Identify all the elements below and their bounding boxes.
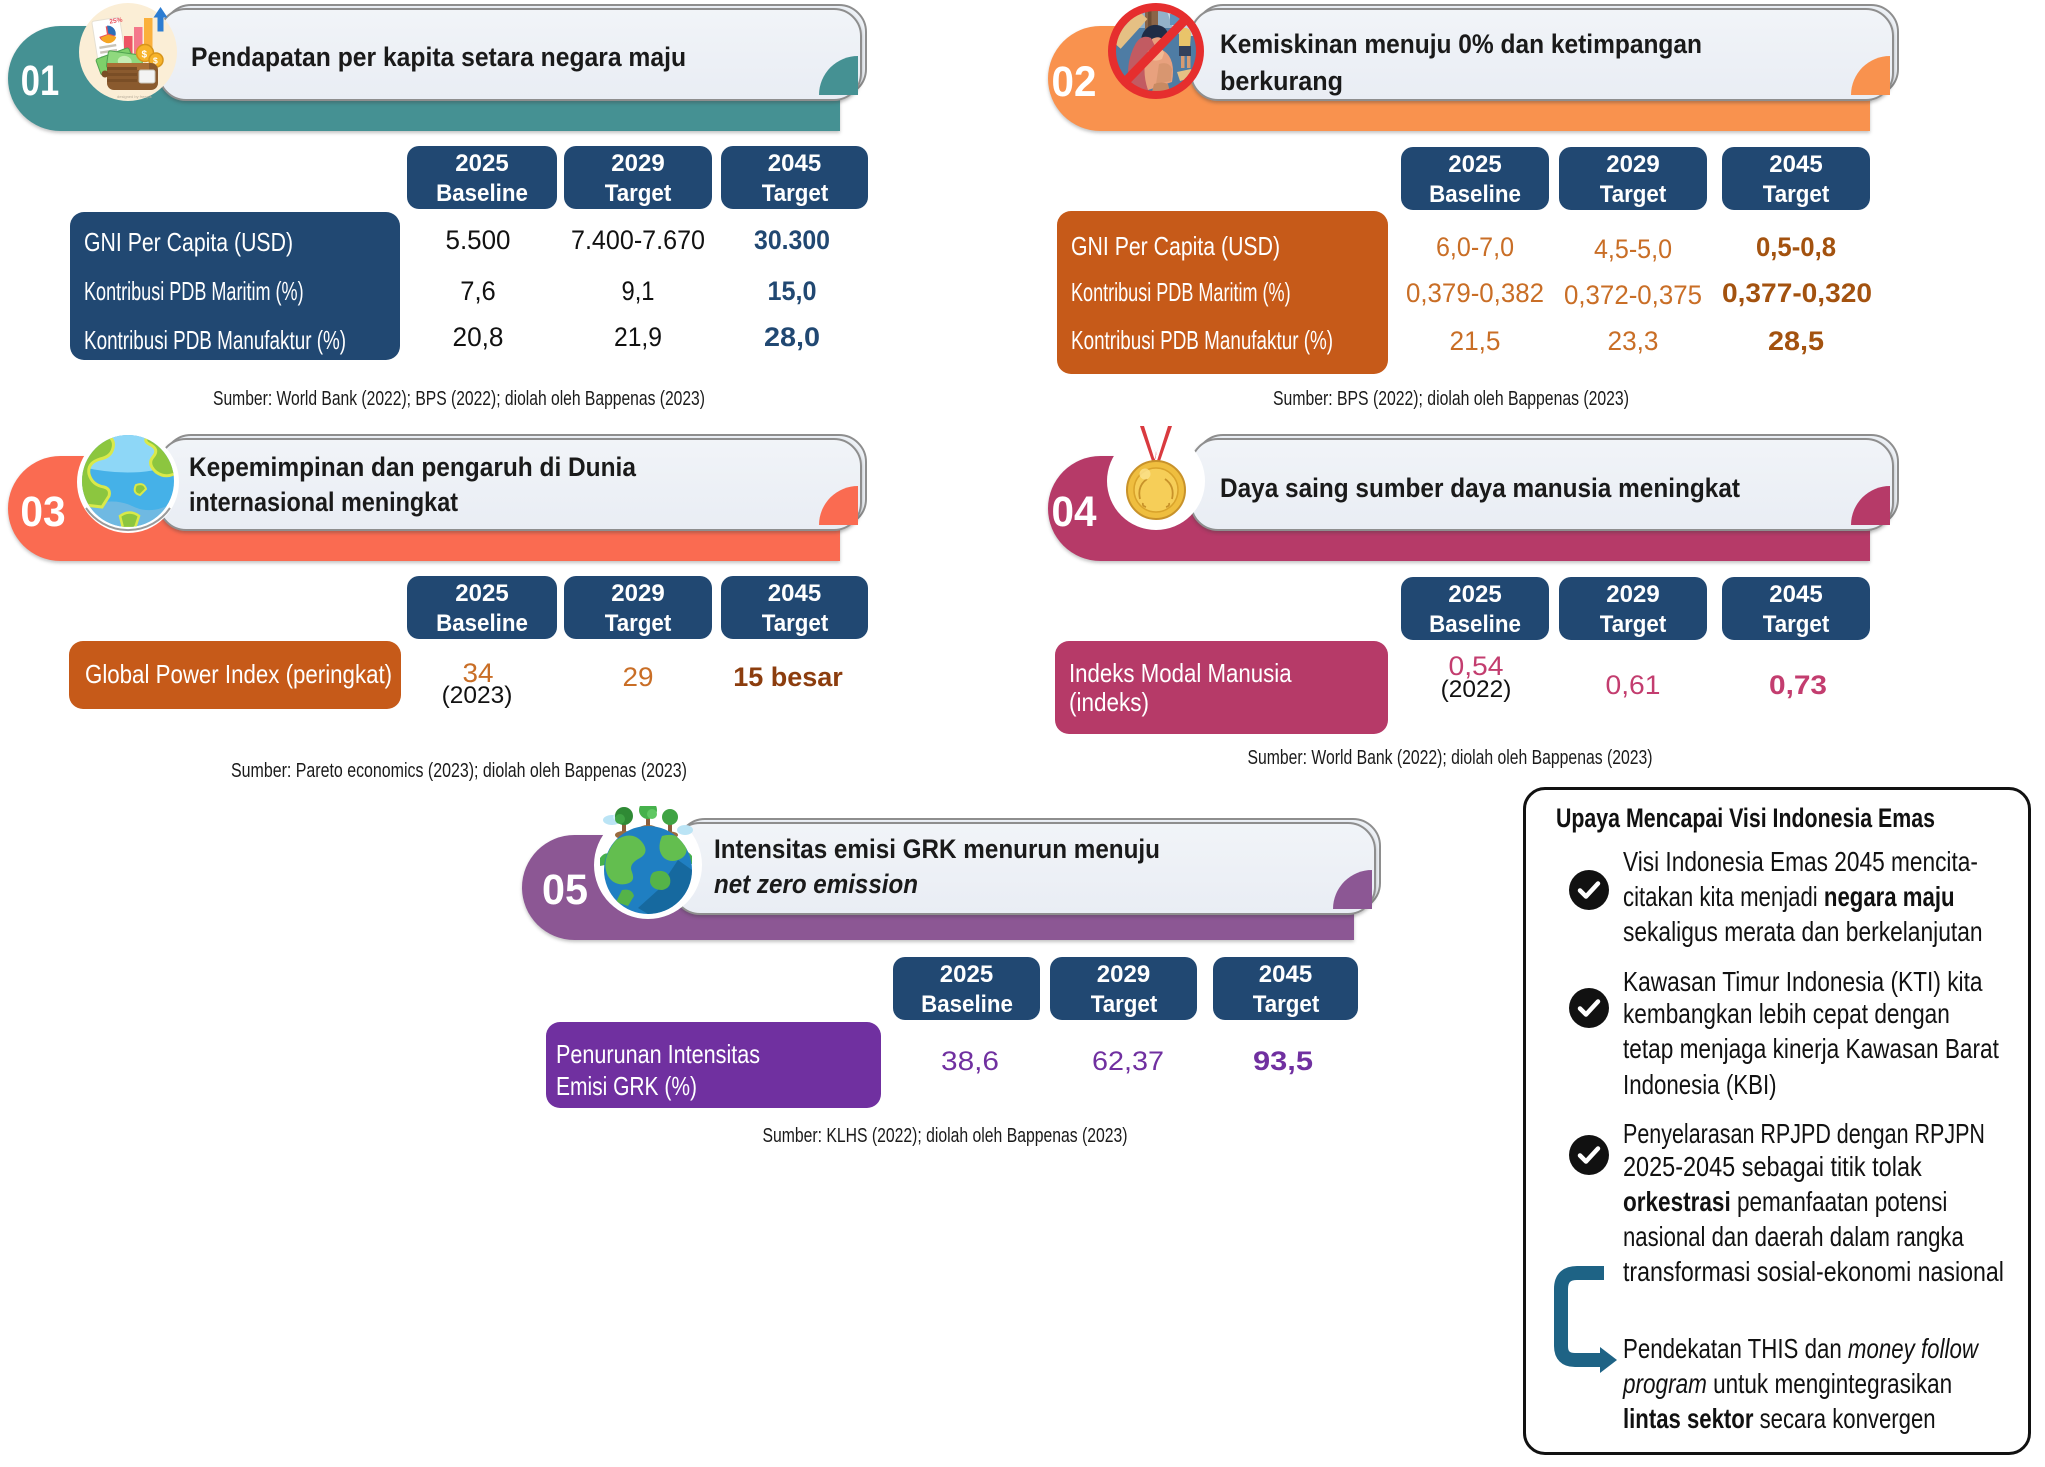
svg-text:$: $	[153, 56, 158, 66]
svg-text:designed by freepik: designed by freepik	[117, 94, 152, 99]
svg-text:25%: 25%	[109, 17, 123, 26]
svg-text:$: $	[142, 50, 148, 61]
